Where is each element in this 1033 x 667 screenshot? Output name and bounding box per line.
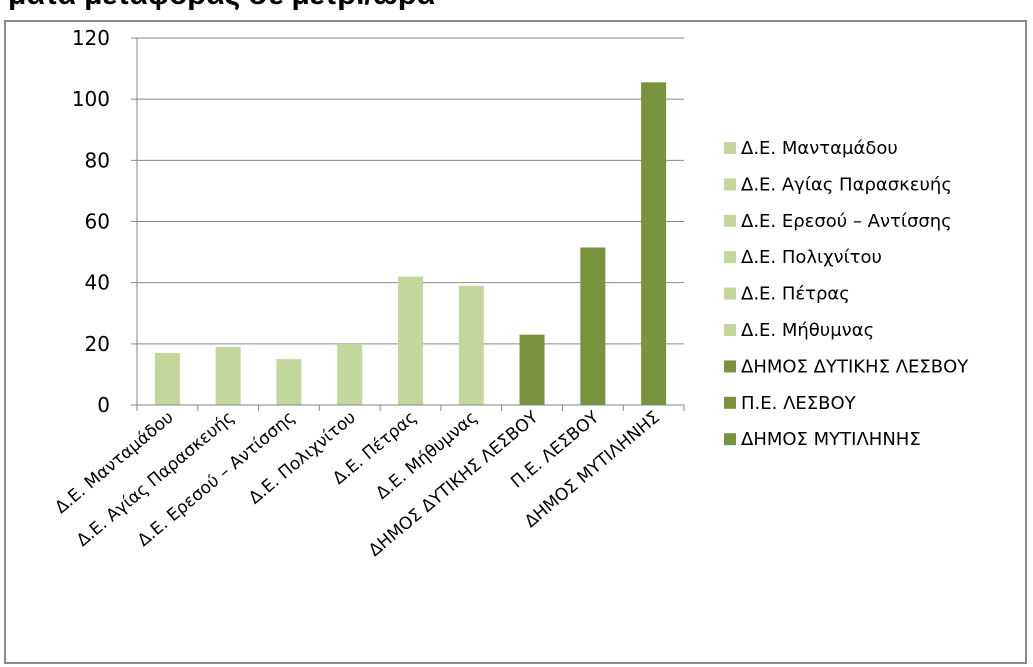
bar <box>398 276 423 405</box>
legend-swatch <box>724 251 736 264</box>
clipped-title-text: ματα μεταφοράς σε μετρ./ώρα <box>8 0 435 12</box>
legend-label: ΔΗΜΟΣ ΜΥΤΙΛΗΝΗΣ <box>741 429 921 450</box>
y-tick-label: 60 <box>85 210 110 234</box>
bar <box>215 346 241 405</box>
legend-swatch <box>724 214 736 227</box>
legend-swatch <box>724 178 736 191</box>
bar <box>519 334 545 405</box>
y-tick-label: 0 <box>97 393 110 417</box>
legend-swatch <box>724 287 736 300</box>
legend-swatch <box>724 433 736 446</box>
legend-swatch <box>724 360 736 373</box>
legend-label: ΔΗΜΟΣ ΔΥΤΙΚΗΣ ΛΕΣΒΟΥ <box>741 356 969 377</box>
legend-label: Δ.Ε. Πολιχνίτου <box>741 247 882 268</box>
chart-frame <box>4 20 1027 664</box>
y-axis-tick-labels: 0 20 40 60 80 100 120 <box>72 26 110 417</box>
legend-label: Π.Ε. ΛΕΣΒΟΥ <box>741 393 857 414</box>
y-tick-label: 40 <box>85 271 110 295</box>
y-tick-label: 120 <box>72 26 110 50</box>
legend-label: Δ.Ε. Μανταμάδου <box>741 138 898 159</box>
bar <box>458 285 484 405</box>
x-category-label: Δ.Ε. Μήθυμνας <box>372 408 481 504</box>
y-tick-label: 80 <box>85 148 110 172</box>
legend-label: Δ.Ε. Μήθυμνας <box>741 320 874 341</box>
y-tick-label: 100 <box>72 87 110 111</box>
legend-label: Δ.Ε. Ερεσού – Αντίσσης <box>741 211 952 232</box>
bar <box>276 359 302 405</box>
bar <box>154 353 180 405</box>
legend-label: Δ.Ε. Πέτρας <box>741 284 850 305</box>
legend-label: Δ.Ε. Αγίας Παρασκευής <box>741 174 952 195</box>
legend-swatch <box>724 142 736 154</box>
legend-swatch <box>724 396 736 409</box>
bar <box>580 247 606 405</box>
legend: Δ.Ε. Μανταμάδου Δ.Ε. Αγίας Παρασκευής Δ.Ε.… <box>724 138 969 450</box>
bar <box>337 343 363 405</box>
bar <box>641 82 667 406</box>
axes <box>131 38 685 411</box>
bars <box>154 82 667 406</box>
legend-swatch <box>724 324 736 336</box>
x-category-label: Δ.Ε. Πολιχνίτου <box>245 408 360 509</box>
y-tick-label: 20 <box>85 332 110 356</box>
